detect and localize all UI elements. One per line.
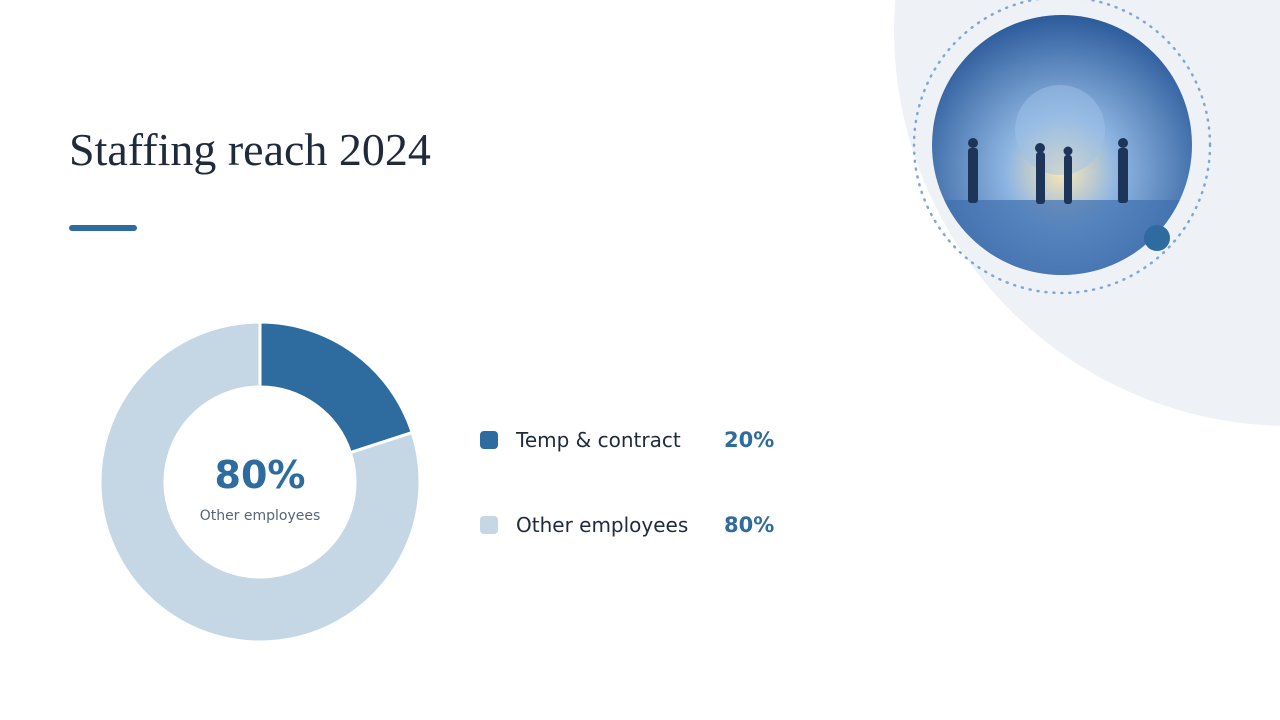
legend-value: 20%: [724, 428, 774, 452]
accent-dot: [1144, 225, 1170, 251]
donut-slice: [98, 320, 422, 644]
legend-value: 80%: [724, 513, 774, 537]
center-value: 80%: [215, 453, 306, 497]
donut-slice: [258, 320, 415, 455]
slide-title: Staffing reach 2024: [69, 124, 431, 175]
legend-swatch: [480, 431, 498, 449]
center-label: Other employees: [200, 508, 321, 524]
legend-label: Temp & contract: [515, 428, 681, 452]
title-underline: [69, 225, 137, 231]
legend-label: Other employees: [516, 513, 688, 537]
donut-chart: [98, 320, 422, 644]
dotted-ring: [912, 0, 1212, 295]
legend-swatch: [480, 516, 498, 534]
legend: Temp & contract 20% Other employees 80%: [480, 428, 774, 537]
